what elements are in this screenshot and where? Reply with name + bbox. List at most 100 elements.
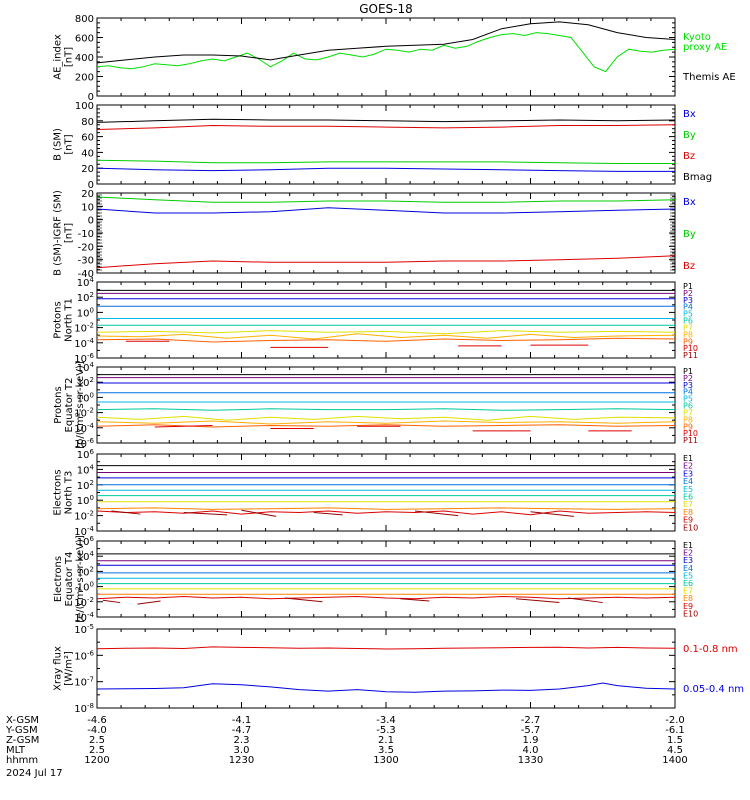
x-tick-label: -4.7	[232, 725, 252, 736]
y-tick-label: 10-4	[74, 422, 94, 435]
legend-label: Bz	[683, 151, 695, 162]
y-tick-label: 800	[75, 14, 94, 25]
y-tick-label: -20	[78, 242, 94, 253]
y-tick-label: 10-2	[74, 407, 94, 420]
legend-label: P5	[683, 395, 693, 404]
panel-frame	[96, 628, 676, 709]
y-tick-label: 100	[77, 306, 94, 319]
legend-label: 0.1-0.8 nm	[683, 644, 738, 655]
legend-label: P11	[683, 436, 698, 445]
y-tick-label: 104	[77, 463, 95, 476]
y-tick-label: 0	[88, 180, 94, 191]
x-tick-label: 1.5	[667, 735, 683, 746]
y-axis-label: Electrons	[53, 556, 64, 602]
series-line-p8	[96, 333, 676, 340]
y-tick-label: 10-6	[74, 352, 94, 365]
panel-electrons3	[96, 453, 676, 532]
y-tick-label: 20	[81, 189, 94, 200]
x-tick-label: 3.5	[378, 745, 394, 756]
legend-label: P11	[683, 351, 698, 360]
legend-label: P10	[683, 429, 698, 438]
legend-label: E9	[683, 516, 693, 525]
x-axis-row-label: Y-GSM	[5, 725, 38, 736]
legend-label: P4	[683, 303, 693, 312]
legend-label: E8	[683, 508, 693, 517]
y-tick-label: 10-2	[74, 596, 94, 609]
legend-label: E1	[683, 541, 693, 550]
x-tick-label: 1200	[84, 755, 109, 766]
panel-xray	[96, 628, 676, 709]
legend-label: 0.05-0.4 nm	[683, 684, 744, 695]
y-tick-label: 102	[77, 291, 94, 304]
legend-label: E4	[683, 564, 693, 573]
series-segment-e10	[284, 597, 323, 603]
legend-label: Bx	[683, 197, 696, 208]
legend-label: E10	[683, 523, 698, 532]
y-tick-label: 10-4	[74, 525, 94, 538]
series-line-bz	[96, 124, 676, 130]
x-tick-label: 2.5	[89, 735, 105, 746]
panel-bigrf	[96, 192, 676, 274]
y-tick-label: 10-2	[74, 510, 94, 523]
panel-protons1	[96, 281, 676, 359]
panel-protons2	[96, 366, 676, 444]
y-axis-label: [nT]	[64, 134, 75, 154]
panel-electrons4	[96, 540, 676, 618]
legend-label: P9	[683, 422, 693, 431]
legend-label: E6	[683, 579, 693, 588]
legend-label: E2	[683, 549, 693, 558]
y-tick-label: -10	[78, 229, 94, 240]
y-tick-label: 10	[81, 202, 94, 213]
y-axis-label: [e/(cm²-s-sr-keV)]	[75, 535, 86, 623]
series-segment-e10	[111, 510, 141, 515]
legend-label: P8	[683, 330, 693, 339]
y-tick-label: 0	[88, 92, 94, 103]
series-line-0-1-0-8-nm	[96, 646, 676, 650]
y-tick-label: 20	[81, 164, 94, 175]
panel-ae	[96, 17, 676, 97]
legend-label: proxy AE	[683, 42, 727, 53]
y-tick-label: 40	[81, 148, 94, 159]
y-axis-label: B (SM)	[53, 128, 64, 161]
legend-label: P4	[683, 388, 693, 397]
legend-label: E9	[683, 602, 693, 611]
y-axis-label: [nT]	[64, 223, 75, 243]
series-line-e9	[96, 595, 676, 600]
y-tick-label: 106	[77, 448, 95, 461]
legend-label: P6	[683, 402, 693, 411]
legend-label: Bz	[683, 261, 695, 272]
x-tick-label: 1330	[518, 755, 543, 766]
x-axis-row-label: Z-GSM	[6, 735, 39, 746]
x-tick-label: -4.1	[232, 715, 252, 726]
legend-label: E5	[683, 485, 693, 494]
series-line-themis-ae	[96, 21, 676, 64]
y-tick-label: 10-5	[74, 623, 94, 636]
x-tick-label: -4.0	[87, 725, 107, 736]
y-tick-label: 10-4	[74, 611, 94, 624]
x-tick-label: 1400	[662, 755, 687, 766]
x-axis-row-label: hhmm	[6, 755, 38, 766]
series-segment-e10	[400, 598, 430, 602]
y-axis-label: AE_index	[53, 34, 64, 80]
plot-title: GOES-18	[359, 2, 413, 16]
legend-label: P2	[683, 289, 693, 298]
legend-label: Kyoto	[683, 32, 711, 43]
series-line-bx	[96, 207, 676, 214]
series-segment-e10	[137, 600, 161, 605]
y-axis-label: North T1	[64, 298, 75, 342]
y-tick-label: 0	[88, 216, 94, 227]
y-tick-label: 80	[81, 117, 94, 128]
legend-label: E5	[683, 571, 693, 580]
y-tick-label: 10-6	[74, 437, 94, 450]
x-tick-label: -5.3	[376, 725, 396, 736]
y-tick-label: 100	[77, 581, 94, 594]
series-segment-e10	[183, 512, 228, 516]
y-tick-label: 100	[77, 391, 94, 404]
panel-bsm	[96, 104, 676, 185]
x-tick-label: 4.0	[523, 745, 539, 756]
y-axis-label: [p/(cm²-s-sr-keV)]	[75, 361, 86, 449]
panel-frame	[96, 366, 676, 444]
legend-label: E1	[683, 454, 693, 463]
x-tick-label: 1230	[229, 755, 254, 766]
legend-label: E7	[683, 500, 693, 509]
